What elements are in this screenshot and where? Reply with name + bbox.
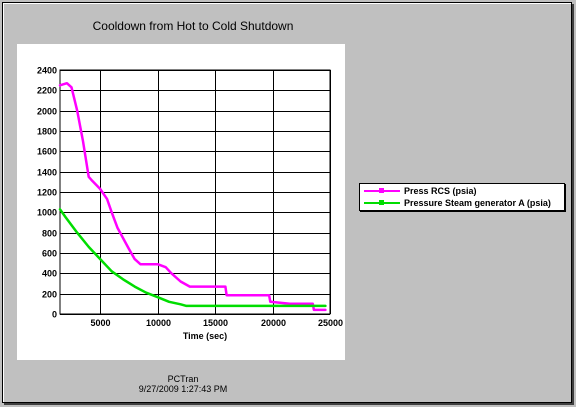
y-tick-label: 600 [42,249,57,259]
legend-label-press-rcs: Press RCS (psia) [404,186,477,196]
series-layer [58,81,327,312]
y-tick-label: 0 [52,310,57,320]
x-tick-label: 15000 [203,318,228,328]
legend-marker-steam-generator-a [379,200,384,205]
x-tick-label: 25000 [318,318,343,328]
y-tick-label: 2200 [37,86,57,96]
y-tick-label: 200 [42,290,57,300]
plot-panel: 0 200 400 600 800 1000 1200 1400 1600 1800 2000 220… [17,44,345,360]
series-line-press-rcs [58,81,327,312]
legend-label-steam-generator-a: Pressure Steam generator A (psia) [404,198,551,208]
y-tick-label: 2000 [37,107,57,117]
y-tick-label: 800 [42,229,57,239]
x-tick-label: 5000 [90,318,110,328]
series-line-steam-generator-a [58,208,327,308]
chart-title: Cooldown from Hot to Cold Shutdown [92,19,294,33]
chart-window: Cooldown from Hot to Cold Shutdown 0 200 4… [2,2,572,403]
legend-entry-steam-generator-a: Pressure Steam generator A (psia) [362,197,562,209]
chart-svg: 0 200 400 600 800 1000 1200 1400 1600 1800 2000 220… [37,66,343,342]
x-axis-title: Time (sec) [183,331,227,341]
footer-timestamp: 9/27/2009 1:27:43 PM [138,384,228,394]
legend: Press RCS (psia) Pressure Steam generato… [359,183,565,211]
footer: PCTran 9/27/2009 1:27:43 PM [83,374,283,394]
y-tick-label: 1200 [37,188,57,198]
legend-marker-press-rcs [379,188,384,193]
grid [59,69,331,315]
tick-labels: 0 200 400 600 800 1000 1200 1400 1600 1800 2000 220… [37,66,343,329]
y-tick-label: 2400 [37,66,57,76]
y-tick-label: 1600 [37,147,57,157]
y-tick-label: 1000 [37,208,57,218]
x-tick-label: 20000 [261,318,286,328]
x-tick-label: 10000 [146,318,171,328]
y-tick-label: 1400 [37,168,57,178]
y-tick-label: 400 [42,269,57,279]
footer-app-name: PCTran [167,374,199,384]
y-tick-label: 1800 [37,127,57,137]
legend-entry-press-rcs: Press RCS (psia) [362,185,562,197]
